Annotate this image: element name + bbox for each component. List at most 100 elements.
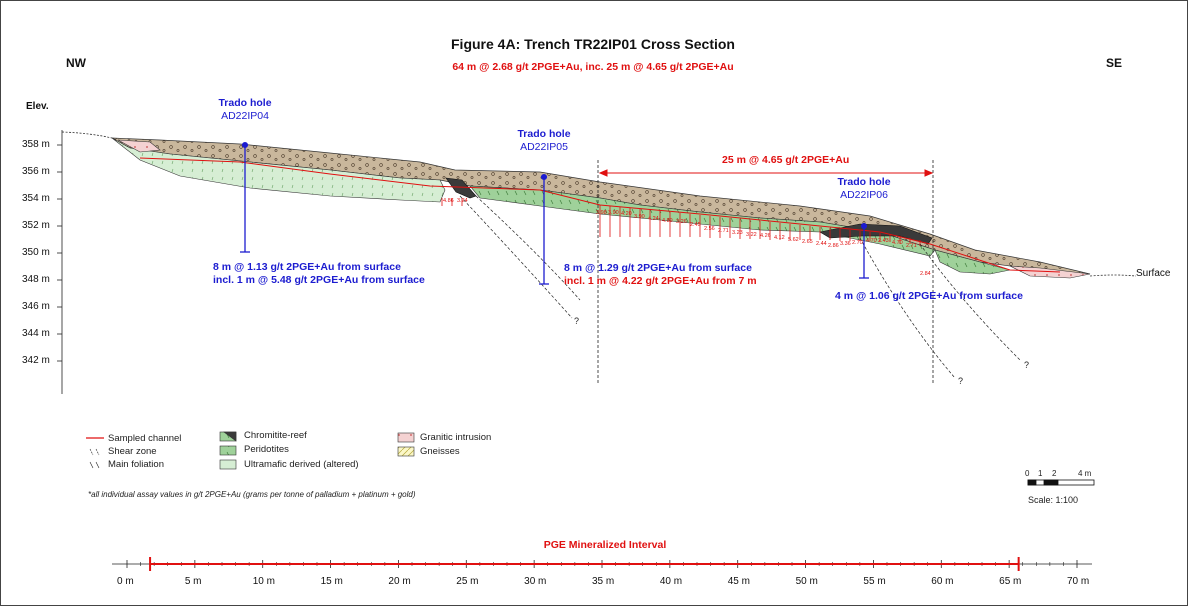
pge-axis-label: 0 m (117, 576, 134, 587)
assay-value: 2.71 (906, 243, 917, 249)
pge-axis-label: 55 m (863, 576, 886, 587)
surface-label: Surface (1136, 268, 1171, 279)
pge-axis-label: 45 m (727, 576, 750, 587)
elev-tick: 342 m (22, 355, 50, 366)
pge-axis-label: 70 m (1067, 576, 1090, 587)
elev-tick: 346 m (22, 301, 50, 312)
hole-title: Trado hole (517, 128, 571, 140)
assay-value: 4.70 (866, 238, 877, 244)
chromitite-reef-west (445, 177, 477, 199)
scale-tick: 1 (1038, 469, 1043, 478)
shear-zone-lines (459, 195, 1021, 379)
pge-axis-label: 35 m (592, 576, 615, 587)
assay-value: 2.43 (878, 238, 889, 244)
elev-tick: 354 m (22, 193, 50, 204)
assay-value: 2.56 (704, 226, 715, 232)
granitic-west (117, 139, 161, 153)
assay-value: 2.65 (802, 239, 813, 245)
hole-id: AD22IP05 (520, 141, 568, 153)
assay-value: 4.20 (621, 211, 632, 217)
assay-value: 3.90 (608, 210, 619, 216)
elev-tick: 348 m (22, 274, 50, 285)
peridotite-east (934, 249, 1011, 275)
assay-value: 4.70 (892, 240, 903, 246)
legend-gneisses: Gneisses (420, 446, 460, 457)
assay-value: 4.26 (760, 233, 771, 239)
hole-id: AD22IP04 (221, 110, 269, 122)
hole-result: 8 m @ 1.29 g/t 2PGE+Au from surface (564, 262, 752, 274)
assay-value: 2.44 (816, 241, 827, 247)
assay-value: 4.89 (662, 218, 673, 224)
assay-value: 3.36 (840, 241, 851, 247)
sampled-channel (139, 157, 1061, 273)
elev-tick: 344 m (22, 328, 50, 339)
footnote: *all individual assay values in g/t 2PGE… (88, 490, 416, 499)
figure-subtitle: 64 m @ 2.68 g/t 2PGE+Au, inc. 25 m @ 4.6… (452, 61, 734, 73)
interval-label: 25 m @ 4.65 g/t 2PGE+Au (722, 154, 850, 166)
assay-value: 3.24 (457, 198, 468, 204)
legend-shear-zone: Shear zone (108, 446, 157, 457)
hole-result: incl. 1 m @ 4.22 g/t 2PGE+Au from 7 m (564, 275, 757, 287)
scale-tick: 0 (1025, 469, 1030, 478)
assay-value: 4.24 (648, 216, 659, 222)
legend-swatches (86, 431, 415, 470)
assay-value: 4.86 (443, 198, 454, 204)
elevation-title: Elev. (26, 101, 49, 112)
hole-id: AD22IP06 (840, 189, 888, 201)
scale-ratio: Scale: 1:100 (1028, 495, 1079, 505)
elev-tick: 350 m (22, 247, 50, 258)
direction-se: SE (1106, 56, 1123, 70)
pge-interval-title: PGE Mineralized Interval (543, 539, 667, 551)
interval-bounds (597, 160, 934, 384)
assay-value: 2.86 (828, 243, 839, 249)
pge-axis-label: 15 m (320, 576, 343, 587)
pge-axis-label: 40 m (659, 576, 683, 587)
assay-value: 3.90 (634, 214, 645, 220)
pge-axis-label: 20 m (388, 576, 411, 587)
legend-peridotites: Peridotites (244, 444, 289, 455)
figure-title: Figure 4A: Trench TR22IP01 Cross Section (451, 36, 735, 52)
svg-text:?: ? (958, 376, 963, 386)
hole-result: 8 m @ 1.13 g/t 2PGE+Au from surface (213, 261, 401, 273)
ground-profile-east (1089, 274, 1137, 277)
hole-result: incl. 1 m @ 5.48 g/t 2PGE+Au from surfac… (213, 274, 425, 286)
pge-axis-label: 60 m (931, 576, 954, 587)
svg-text:?: ? (1024, 360, 1029, 370)
assay-value: 5.62 (788, 237, 799, 243)
trado-hole-ad22ip06 (859, 222, 869, 279)
hole-title: Trado hole (218, 97, 272, 109)
legend-chromitite: Chromitite-reef (244, 430, 307, 441)
pge-axis-label: 30 m (524, 576, 547, 587)
pge-axis-label: 50 m (795, 576, 818, 587)
hole-title: Trado hole (837, 176, 891, 188)
elevation-axis (57, 130, 63, 394)
assay-value: 2.71 (718, 228, 729, 234)
hole-result: 4 m @ 1.06 g/t 2PGE+Au from surface (835, 290, 1023, 302)
direction-nw: NW (66, 56, 86, 70)
assay-value: 2.45 (690, 222, 701, 228)
assay-value: 4.12 (774, 235, 785, 241)
scale-tick: 4 m (1078, 469, 1092, 478)
assay-ticks (441, 198, 921, 246)
assay-value: 2.84 (920, 271, 931, 277)
elev-tick: 358 m (22, 139, 50, 150)
legend-ultramafic: Ultramafic derived (altered) (244, 459, 359, 470)
legend-granitic: Granitic intrusion (420, 432, 492, 443)
elev-tick: 352 m (22, 220, 50, 231)
trado-hole-ad22ip05 (539, 173, 549, 285)
assay-value: 3.22 (746, 232, 757, 238)
legend-main-foliation: Main foliation (108, 459, 164, 470)
pge-axis-label: 10 m (252, 576, 275, 587)
assay-value: 2.70 (852, 240, 863, 246)
scale-bar (1027, 479, 1095, 486)
pge-axis-label: 65 m (999, 576, 1022, 587)
assay-value: 3.26 (676, 219, 687, 225)
pge-axis-label: 5 m (184, 576, 202, 587)
scale-tick: 2 (1052, 469, 1057, 478)
elev-tick: 356 m (22, 166, 50, 177)
interval-arrow (598, 169, 934, 177)
pge-interval-bar (149, 557, 1020, 571)
ultramafic-layer (111, 137, 446, 203)
